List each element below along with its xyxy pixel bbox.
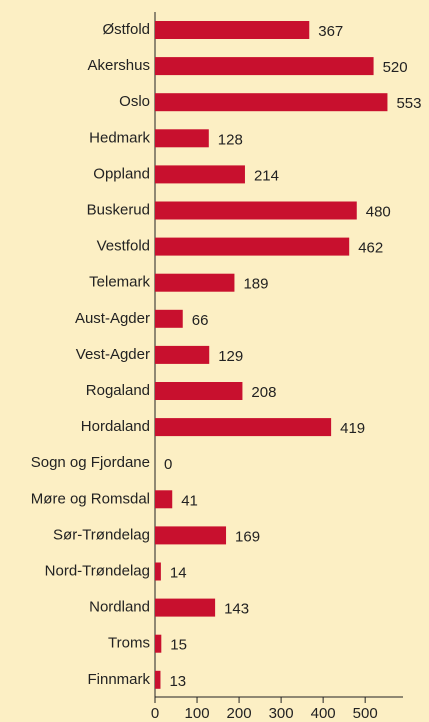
bar [155,57,374,76]
value-label: 367 [318,23,343,40]
bar [155,129,209,148]
y-tick-label: Møre og Romsdal [31,490,150,507]
bar [155,634,162,653]
value-label: 14 [170,564,187,581]
x-tick-label: 200 [227,705,252,722]
bar [155,165,245,184]
bar [155,526,227,545]
bar [155,670,161,689]
value-label: 41 [181,492,198,509]
value-label: 169 [235,528,260,545]
y-tick-label: Rogaland [86,382,150,399]
y-tick-label: Nord-Trøndelag [45,562,150,579]
value-label: 66 [192,312,209,329]
y-tick-label: Vest-Agder [76,346,150,363]
y-tick-label: Aust-Agder [75,310,150,327]
y-tick-label: Telemark [89,274,150,291]
y-tick-label: Sør-Trøndelag [53,526,150,543]
bar [155,382,243,400]
bar [155,562,161,581]
value-label: 0 [164,456,172,473]
y-tick-label: Østfold [102,21,150,38]
x-tick-label: 0 [151,705,159,722]
value-label: 13 [169,673,186,690]
y-tick-label: Sogn og Fjordane [31,454,150,471]
y-tick-label: Akershus [87,57,150,74]
bar [155,237,350,256]
x-tick-label: 100 [185,705,210,722]
value-label: 419 [340,420,365,437]
value-label: 480 [366,203,391,220]
x-tick-label: 500 [353,705,378,722]
y-tick-label: Hordaland [81,418,150,435]
x-tick-label: 300 [269,705,294,722]
value-label: 553 [396,95,421,112]
bar [155,418,332,437]
value-label: 128 [218,131,243,148]
y-tick-label: Vestfold [97,238,150,255]
value-label: 214 [254,167,279,184]
value-label: 129 [218,348,243,365]
value-label: 189 [243,276,268,293]
value-label: 520 [383,59,408,76]
bar [155,598,216,617]
value-label: 15 [170,637,187,654]
y-tick-label: Finnmark [87,671,150,688]
y-tick-label: Oslo [119,93,150,110]
value-label: 208 [251,384,276,401]
bar [155,490,173,509]
bar [155,345,210,364]
value-label: 143 [224,601,249,618]
value-label: 462 [358,240,383,257]
y-tick-label: Oppland [93,165,150,182]
y-tick-label: Nordland [89,599,150,616]
bar [155,309,183,328]
bar [155,201,357,220]
y-tick-label: Buskerud [87,201,150,218]
bar [155,273,235,292]
x-tick-label: 400 [311,705,336,722]
bar [155,93,388,112]
y-tick-label: Troms [108,635,150,652]
y-tick-label: Hedmark [89,129,150,146]
bar [155,21,310,39]
